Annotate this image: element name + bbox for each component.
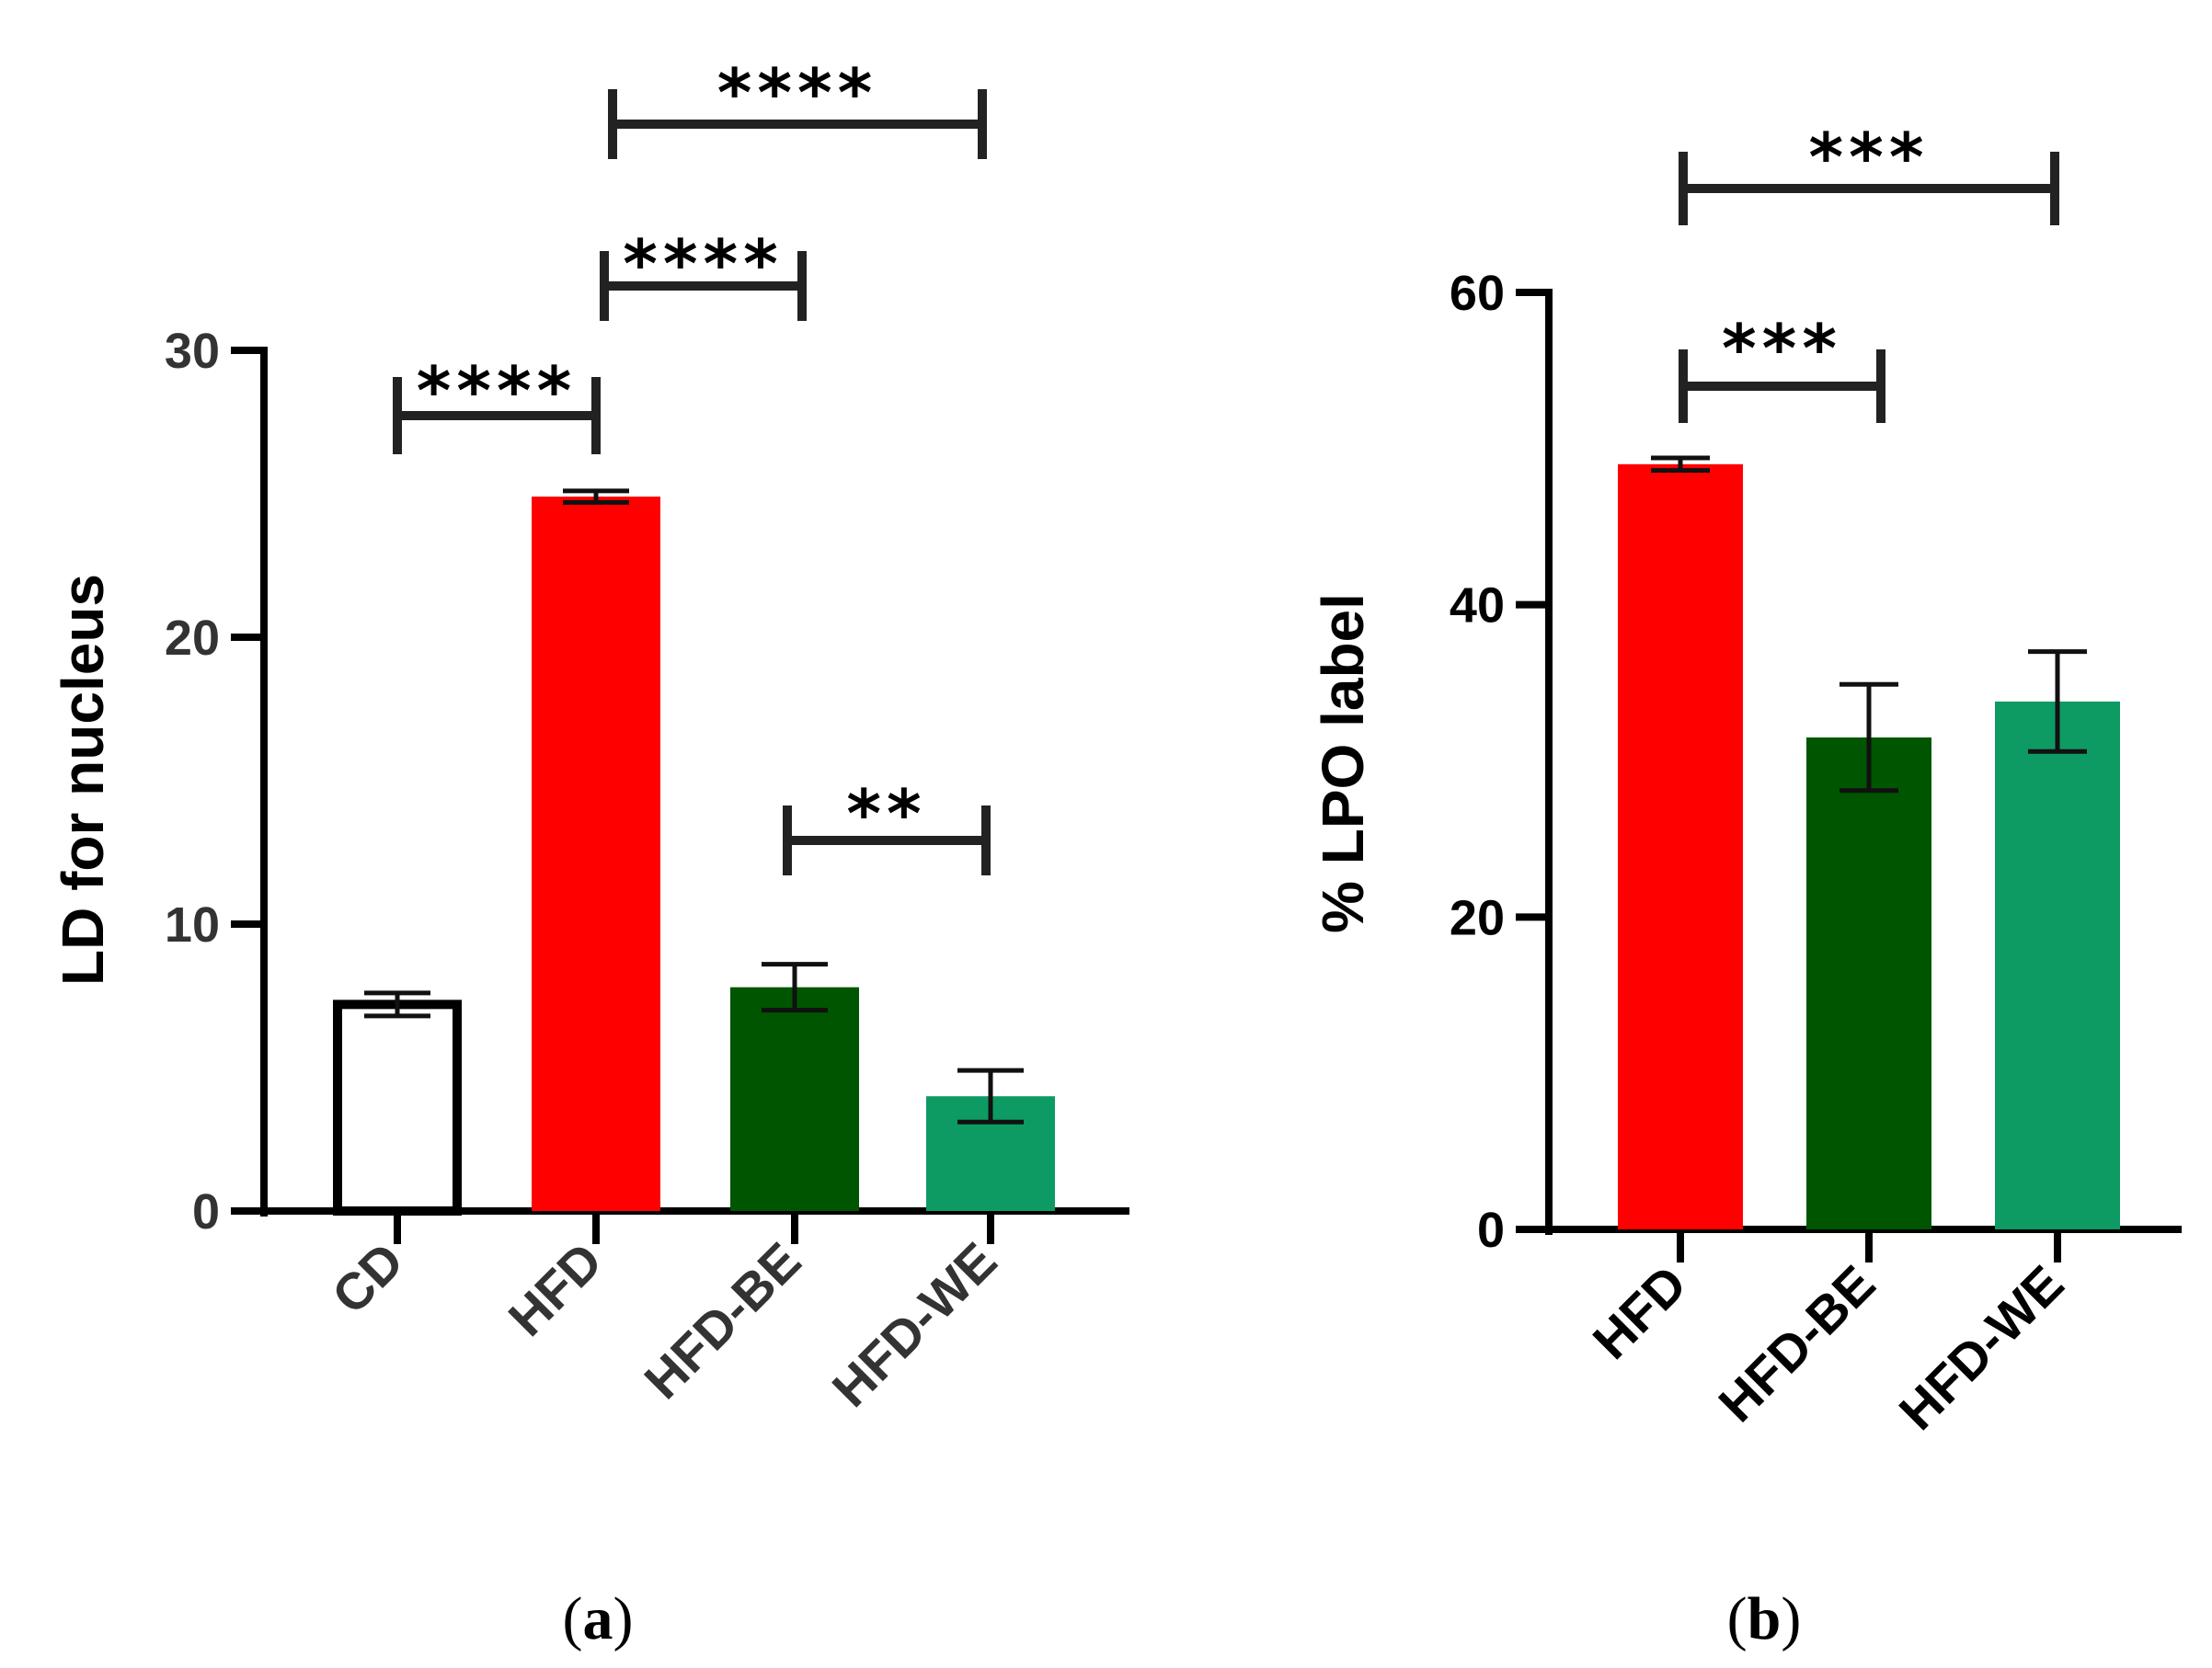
panel-a-category-label: HFD-WE <box>821 1231 1008 1418</box>
panel-b-y-tick-label: 20 <box>1450 890 1505 945</box>
panel-a-category-label: HFD <box>498 1231 613 1347</box>
panel-a-significance-label: **** <box>623 225 784 303</box>
panel-b-y-tick-label: 40 <box>1450 578 1505 634</box>
panel-b-bar <box>1995 701 2120 1229</box>
panel-b-y-tick-label: 60 <box>1450 266 1505 321</box>
panel-b-caption: (b) <box>1727 1585 1802 1652</box>
panel-a-y-tick-label: 0 <box>192 1184 220 1240</box>
panel-a-bar <box>730 987 859 1211</box>
panel-b-category-label: HFD-BE <box>1707 1254 1885 1433</box>
panel-a-y-tick-label: 10 <box>165 897 220 953</box>
panel-a-caption: (a) <box>563 1585 634 1652</box>
panel-a-y-tick-label: 20 <box>165 611 220 666</box>
panel-a-significance-label: **** <box>717 54 878 131</box>
panel-b-category-label: HFD <box>1582 1254 1698 1370</box>
panel-a-bar <box>333 1000 462 1216</box>
panel-b-bar <box>1806 737 1931 1229</box>
panel-b-y-axis-label: % LPO label <box>1310 593 1376 933</box>
panel-a-y-tick-label: 30 <box>165 324 220 379</box>
panel-b-y-tick-label: 0 <box>1477 1203 1505 1258</box>
panel-b-bar <box>1618 463 1743 1230</box>
panel-b-chart: % LPO label 0 20 40 60 HFD HFD-BE HFD-WE *** *** <box>1310 119 2182 1441</box>
panel-a-category-label: HFD-BE <box>633 1231 811 1410</box>
panel-a-y-axis-label: LD for nucleus <box>50 574 116 986</box>
panel-a-bar <box>532 497 660 1211</box>
panel-a-significance-label: **** <box>417 352 578 429</box>
panel-b-category-label: HFD-WE <box>1888 1254 2075 1441</box>
panel-a-significance-label: ** <box>846 775 926 852</box>
panel-a-chart: LD for nucleus 0 10 20 30 CD HFD HFD-BE HFD-WE *… <box>50 54 1129 1418</box>
panel-a-category-label: CD <box>321 1231 415 1325</box>
panel-b-significance-label: *** <box>1722 310 1842 387</box>
panel-b-significance-label: *** <box>1809 119 1930 196</box>
